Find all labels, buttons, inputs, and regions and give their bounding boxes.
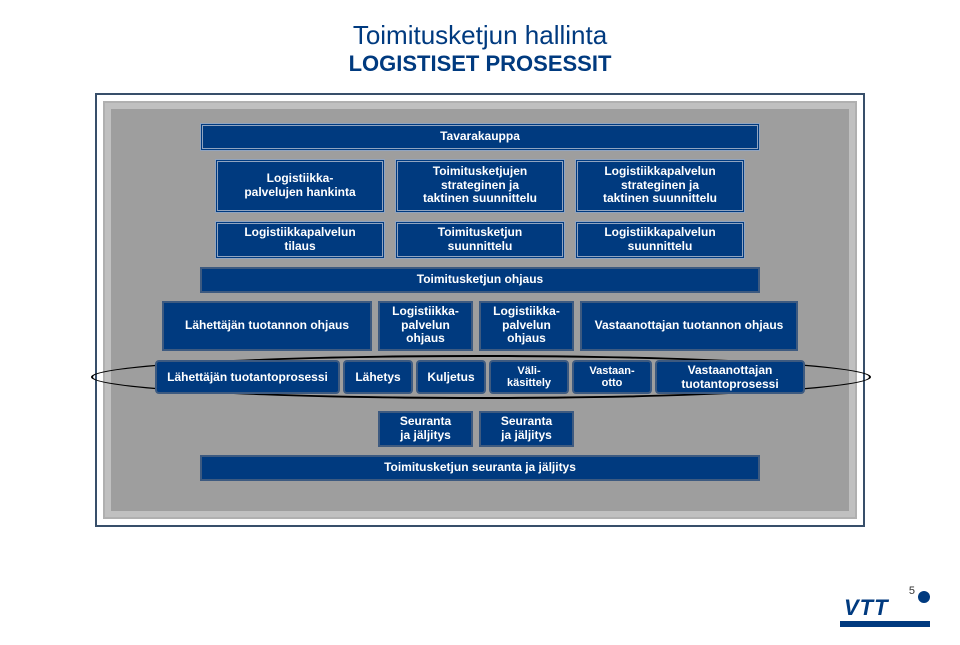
logo-text: VTT: [844, 595, 889, 621]
tracking-small-2: Seuranta ja jäljitys: [479, 411, 574, 447]
row1-box-1: Logistiikka- palvelujen hankinta: [215, 159, 385, 213]
ohjaus-band-row: Toimitusketjun ohjaus: [129, 267, 831, 293]
process-transport: Kuljetus: [416, 360, 486, 394]
tracking-small-row: Seuranta ja jäljitys Seuranta ja jäljity…: [129, 411, 831, 447]
footer: VTT: [840, 591, 930, 627]
tracking-band: Toimitusketjun seuranta ja jäljitys: [200, 455, 760, 481]
row2-box-3: Logistiikkapalvelun suunnittelu: [575, 221, 745, 259]
logo-orb-icon: [918, 591, 930, 603]
process-sender: Lähettäjän tuotantoprosessi: [155, 360, 340, 394]
row3-mid1: Logistiikka- palvelun ohjaus: [378, 301, 473, 351]
row2: Logistiikkapalvelun tilaus Toimitusketju…: [129, 221, 831, 259]
process-receipt: Vastaan- otto: [572, 360, 652, 394]
tracking-band-row: Toimitusketjun seuranta ja jäljitys: [129, 455, 831, 481]
process-handling: Väli- käsittely: [489, 360, 569, 394]
process-row: Lähettäjän tuotantoprosessi Lähetys Kulj…: [129, 360, 831, 394]
vtt-logo: VTT: [840, 591, 930, 627]
row1-box-2: Toimitusketjujen strateginen ja taktinen…: [395, 159, 565, 213]
row3: Lähettäjän tuotannon ohjaus Logistiikka-…: [129, 301, 831, 351]
process-receiver: Vastaanottajan tuotantoprosessi: [655, 360, 805, 394]
title-line2: LOGISTISET PROSESSIT: [95, 51, 865, 77]
process-dispatch: Lähetys: [343, 360, 413, 394]
banner-row: Tavarakauppa: [129, 123, 831, 151]
outer-frame-1: Tavarakauppa Logistiikka- palvelujen han…: [95, 93, 865, 527]
title-line1: Toimitusketjun hallinta: [95, 20, 865, 51]
logo-bar: [840, 621, 930, 627]
row3-sender: Lähettäjän tuotannon ohjaus: [162, 301, 372, 351]
row1-box-3: Logistiikkapalvelun strateginen ja takti…: [575, 159, 745, 213]
ohjaus-band: Toimitusketjun ohjaus: [200, 267, 760, 293]
process-row-wrap: Lähettäjän tuotantoprosessi Lähetys Kulj…: [129, 359, 831, 403]
row3-mid2: Logistiikka- palvelun ohjaus: [479, 301, 574, 351]
diagram-canvas: Toimitusketjun hallinta LOGISTISET PROSE…: [95, 20, 865, 527]
row1: Logistiikka- palvelujen hankinta Toimitu…: [129, 159, 831, 213]
outer-frame-2: Tavarakauppa Logistiikka- palvelujen han…: [103, 101, 857, 519]
row2-box-2: Toimitusketjun suunnittelu: [395, 221, 565, 259]
outer-frame-3: Tavarakauppa Logistiikka- palvelujen han…: [111, 109, 849, 511]
row2-box-1: Logistiikkapalvelun tilaus: [215, 221, 385, 259]
row3-receiver: Vastaanottajan tuotannon ohjaus: [580, 301, 798, 351]
tracking-small-1: Seuranta ja jäljitys: [378, 411, 473, 447]
banner-box: Tavarakauppa: [200, 123, 760, 151]
diagram-title: Toimitusketjun hallinta LOGISTISET PROSE…: [95, 20, 865, 78]
